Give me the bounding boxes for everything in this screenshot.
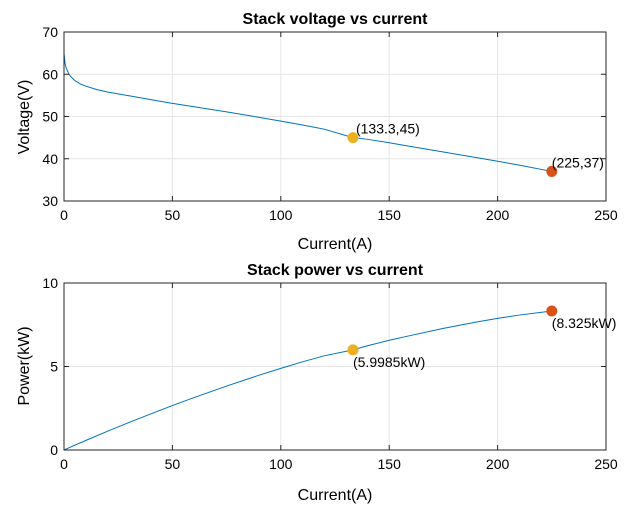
voltage-x-tick-label: 100 bbox=[269, 207, 293, 223]
voltage-y-tick-label: 30 bbox=[42, 193, 58, 209]
power-y-tick-label: 0 bbox=[50, 442, 58, 458]
voltage-y-tick-label: 50 bbox=[42, 109, 58, 125]
power-x-tick-label: 100 bbox=[269, 456, 293, 472]
power-data-point bbox=[347, 344, 359, 356]
voltage-y-tick-label: 70 bbox=[42, 24, 58, 40]
power-y-tick-label: 10 bbox=[42, 275, 58, 291]
voltage-x-tick-label: 150 bbox=[378, 207, 402, 223]
power-x-tick-label: 50 bbox=[165, 456, 181, 472]
voltage-chart-title: Stack voltage vs current bbox=[243, 11, 429, 28]
voltage-data-label: (225,37) bbox=[552, 154, 604, 170]
power-x-tick-label: 150 bbox=[378, 456, 402, 472]
power-x-tick-label: 0 bbox=[60, 456, 68, 472]
power-x-tick-label: 250 bbox=[594, 456, 618, 472]
voltage-y-tick-label: 60 bbox=[42, 66, 58, 82]
voltage-data-point bbox=[347, 132, 359, 144]
power-data-label: (5.9985kW) bbox=[353, 354, 425, 370]
power-chart-title: Stack power vs current bbox=[247, 262, 424, 279]
power-y-axis-label: Power(kW) bbox=[16, 326, 33, 405]
voltage-x-tick-label: 250 bbox=[594, 207, 618, 223]
voltage-y-axis-label: Voltage(V) bbox=[16, 80, 33, 155]
power-data-label: (8.325kW) bbox=[552, 315, 617, 331]
power-x-tick-label: 200 bbox=[486, 456, 510, 472]
voltage-series-line bbox=[63, 53, 552, 172]
voltage-x-tick-label: 200 bbox=[486, 207, 510, 223]
voltage-x-tick-label: 50 bbox=[165, 207, 181, 223]
power-y-tick-label: 5 bbox=[50, 359, 58, 375]
voltage-y-tick-label: 40 bbox=[42, 151, 58, 167]
voltage-data-label: (133.3,45) bbox=[356, 121, 420, 137]
power-data-point bbox=[546, 305, 558, 317]
voltage-x-tick-label: 0 bbox=[60, 207, 68, 223]
voltage-x-axis-label: Current(A) bbox=[298, 236, 373, 253]
power-x-axis-label: Current(A) bbox=[298, 487, 373, 504]
voltage-data-point bbox=[546, 165, 558, 177]
voltage-axes: Stack voltage vs current Current(A) Volt… bbox=[16, 11, 618, 253]
power-series-line bbox=[63, 310, 552, 451]
power-axes: Stack power vs current Current(A) Power(… bbox=[16, 262, 618, 504]
